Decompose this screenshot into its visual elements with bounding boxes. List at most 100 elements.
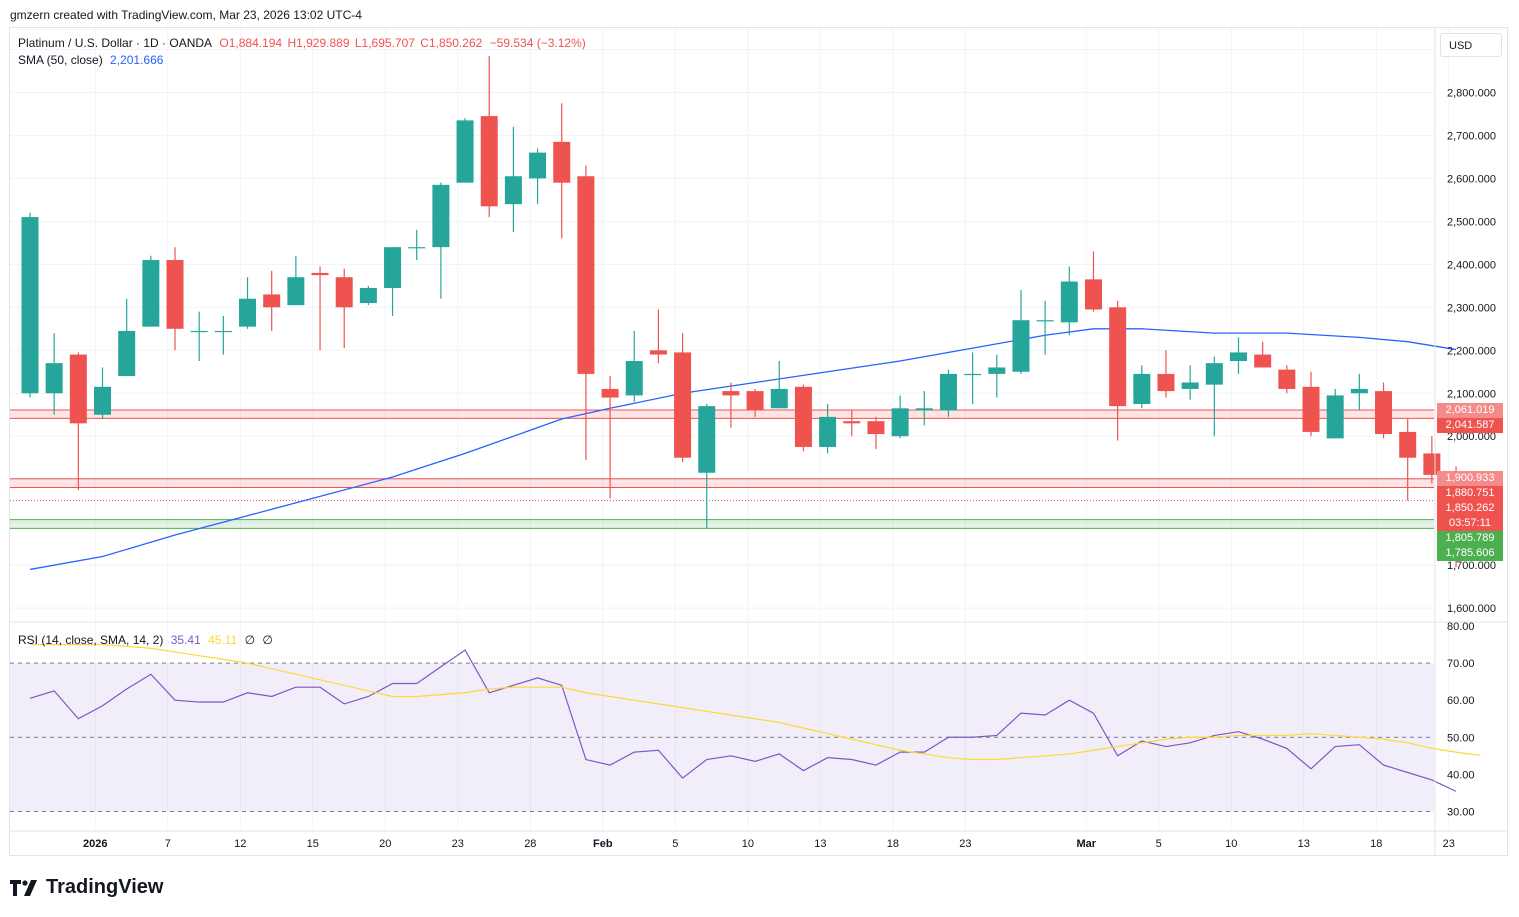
candle-down — [1302, 386, 1320, 432]
candle-up — [142, 260, 160, 327]
price-tick-label: 2,300.000 — [1447, 302, 1496, 314]
rsi-legend[interactable]: RSI (14, close, SMA, 14, 2) 35.41 45.11 … — [18, 633, 277, 647]
candle-up — [94, 386, 112, 415]
candle-down — [1084, 279, 1102, 310]
horizontal-zones — [10, 409, 1434, 529]
candle-up — [504, 176, 522, 205]
candle-down — [867, 421, 885, 435]
rsi-label: RSI (14, close, SMA, 14, 2) — [18, 633, 164, 647]
candle-up — [21, 217, 39, 394]
sma-value: 2,201.666 — [110, 53, 164, 67]
price-tag: 2,041.587 — [1437, 417, 1503, 433]
candle-up — [964, 373, 982, 376]
rsi-tick-label: 70.00 — [1447, 658, 1475, 670]
ohlc-low: L1,695.707 — [354, 36, 415, 50]
candle-down — [166, 260, 184, 329]
candle-up — [384, 247, 402, 288]
price-tick-label: 2,800.000 — [1447, 87, 1496, 99]
time-tick-label: Mar — [1076, 838, 1096, 850]
rsi-extra-1: ∅ — [244, 633, 256, 647]
candle-up — [1205, 363, 1223, 385]
candle-up — [770, 388, 788, 409]
candle-up — [432, 184, 450, 248]
sma-legend[interactable]: SMA (50, close) 2,201.666 — [18, 53, 167, 67]
candle-up — [1133, 373, 1151, 404]
resistance-zone — [10, 410, 1434, 419]
rsi-sma-line — [30, 643, 1481, 761]
candle-up — [698, 406, 716, 473]
rsi-pane — [10, 643, 1481, 812]
candle-up — [915, 408, 933, 411]
candle-up — [529, 152, 547, 179]
time-tick-label: 20 — [379, 838, 391, 850]
rsi-sma-value: 45.11 — [208, 633, 238, 647]
candle-up — [1036, 320, 1054, 322]
candle-down — [843, 421, 861, 424]
candle-up — [939, 373, 957, 411]
candle-up — [1012, 320, 1030, 372]
candle-up — [1350, 388, 1368, 394]
candle-down — [1254, 354, 1272, 368]
price-tick-label: 2,200.000 — [1447, 345, 1496, 357]
price-tag: 1,785.606 — [1437, 546, 1503, 562]
price-tick-label: 2,700.000 — [1447, 130, 1496, 142]
price-tick-label: 2,000.000 — [1447, 431, 1496, 443]
rsi-line — [29, 649, 1457, 792]
candle-down — [69, 354, 87, 424]
time-tick-label: 15 — [307, 838, 319, 850]
symbol-label[interactable]: Platinum / U.S. Dollar · 1D · OANDA — [18, 36, 213, 50]
logo-text: TradingView — [46, 876, 164, 898]
candle-down — [335, 277, 353, 308]
candle-down — [601, 388, 619, 398]
currency-selector[interactable]: USD — [1440, 33, 1502, 57]
sma-label: SMA (50, close) — [18, 53, 103, 67]
rsi-tick-label: 40.00 — [1447, 769, 1475, 781]
price-tick-label: 2,600.000 — [1447, 173, 1496, 185]
tradingview-logo-icon — [10, 879, 37, 896]
rsi-value: 35.41 — [170, 633, 201, 647]
candle-up — [214, 330, 232, 333]
chart-frame — [9, 27, 1508, 856]
candle-countdown: 03:57:11 — [1437, 516, 1503, 532]
candle-up — [819, 416, 837, 447]
rsi-tick-label: 30.00 — [1447, 806, 1475, 818]
sma-50-line — [29, 328, 1457, 571]
candle-down — [794, 386, 812, 447]
price-tick-label: 1,700.000 — [1447, 560, 1496, 572]
resistance-zone — [10, 478, 1434, 488]
candle-up — [1181, 382, 1199, 389]
candle-up — [359, 287, 377, 304]
time-tick-label: 7 — [165, 838, 171, 850]
candle-down — [480, 116, 498, 207]
price-tag: 2,061.019 — [1437, 402, 1503, 418]
time-tick-label: 13 — [1298, 838, 1310, 850]
attribution-text: gmzern created with TradingView.com, Mar… — [10, 8, 362, 22]
candle-up — [1230, 352, 1247, 362]
time-tick-label: 13 — [814, 838, 826, 850]
price-tick-label: 1,600.000 — [1447, 603, 1496, 615]
candle-down — [1109, 307, 1127, 407]
candle-up — [1060, 281, 1078, 323]
time-tick-label: 23 — [1443, 838, 1455, 850]
price-tag: 1,880.751 — [1437, 486, 1503, 502]
candle-up — [456, 120, 474, 183]
ohlc-high: H1,929.889 — [287, 36, 350, 50]
time-tick-label: 10 — [1225, 838, 1237, 850]
rsi-extra-2: ∅ — [262, 633, 273, 647]
price-legend: Platinum / U.S. Dollar · 1D · OANDA O1,8… — [18, 36, 590, 50]
time-tick-label: 18 — [1370, 838, 1382, 850]
candle-down — [1423, 453, 1441, 475]
candle-down — [649, 350, 667, 355]
time-tick-label: 28 — [524, 838, 536, 850]
price-tag: 1,805.789 — [1437, 531, 1503, 547]
time-tick-label: Feb — [593, 838, 613, 850]
candle-up — [118, 330, 136, 377]
candle-down — [674, 352, 692, 458]
candle-down — [746, 391, 764, 411]
time-tick-label: 10 — [742, 838, 754, 850]
candle-up — [1326, 395, 1344, 439]
sma-line — [29, 328, 1457, 571]
candles — [21, 55, 1465, 567]
price-tick-label: 2,400.000 — [1447, 259, 1496, 271]
